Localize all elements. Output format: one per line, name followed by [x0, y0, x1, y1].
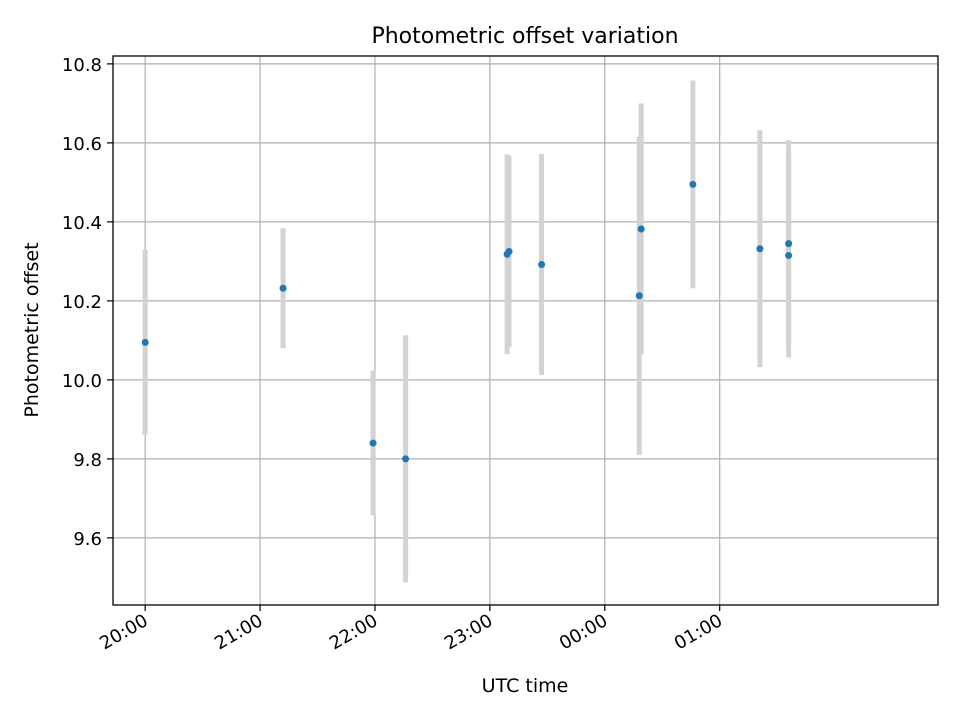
data-point	[279, 284, 287, 292]
chart-title: Photometric offset variation	[371, 24, 678, 49]
data-point	[141, 338, 149, 346]
data-point	[402, 455, 410, 463]
data-point	[689, 180, 697, 188]
data-point	[538, 261, 546, 269]
data-point	[785, 240, 793, 248]
y-axis-label: Photometric offset	[21, 242, 43, 417]
data-point	[505, 248, 513, 256]
data-point	[637, 225, 645, 233]
y-tick-label: 9.8	[73, 450, 102, 471]
y-axis-ticks: 9.6 9.8 10.0 10.2 10.4 10.6 10.8	[62, 55, 113, 550]
y-tick-label: 10.0	[62, 371, 102, 392]
data-point	[635, 292, 643, 300]
data-point	[369, 439, 377, 447]
y-tick-label: 9.6	[73, 529, 102, 550]
y-tick-label: 10.8	[62, 55, 102, 76]
data-point	[756, 245, 764, 253]
y-tick-label: 10.6	[62, 134, 102, 155]
point-layer	[141, 180, 793, 463]
y-tick-label: 10.4	[62, 213, 102, 234]
y-tick-label: 10.2	[62, 292, 102, 313]
plot-frame	[112, 55, 939, 606]
data-point	[785, 251, 793, 259]
x-axis-label: UTC time	[482, 675, 569, 697]
